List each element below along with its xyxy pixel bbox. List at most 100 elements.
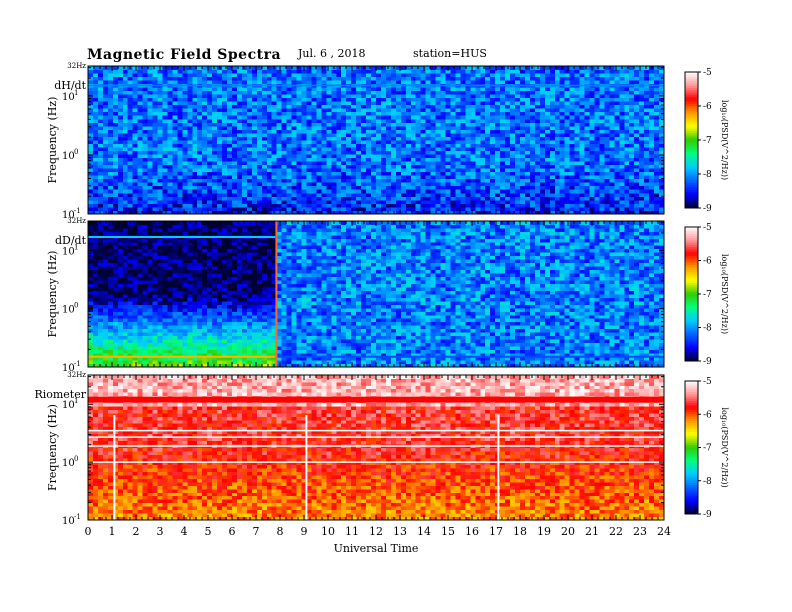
heatmap-cell <box>639 154 645 159</box>
heatmap-cell <box>649 136 655 141</box>
heatmap-cell <box>88 185 94 190</box>
heatmap-cell <box>182 196 188 201</box>
heatmap-cell <box>306 154 312 159</box>
heatmap-cell <box>117 108 124 113</box>
heatmap-cell <box>311 203 317 208</box>
heatmap-cell <box>520 94 526 99</box>
heatmap-cell <box>88 175 94 180</box>
heatmap-cell <box>644 87 650 92</box>
heatmap-cell <box>217 185 223 190</box>
heatmap-cell <box>400 108 407 113</box>
heatmap-cell <box>639 87 645 92</box>
heatmap-cell <box>559 129 566 134</box>
heatmap-cell <box>520 66 526 70</box>
heatmap-cell <box>97 185 104 190</box>
heatmap-cell <box>549 175 556 180</box>
heatmap-cell <box>177 136 183 141</box>
heatmap-cell <box>425 97 432 102</box>
heatmap-cell <box>256 97 263 102</box>
heatmap-cell <box>574 206 580 211</box>
heatmap-cell <box>644 94 650 99</box>
heatmap-cell <box>425 168 432 173</box>
heatmap-cell <box>524 178 531 183</box>
heatmap-cell <box>639 69 645 74</box>
heatmap-cell <box>366 104 372 109</box>
heatmap-cell <box>589 115 595 120</box>
heatmap-cell <box>167 87 173 92</box>
heatmap-cell <box>356 182 362 187</box>
heatmap-cell <box>450 150 456 155</box>
heatmap-cell <box>564 73 571 77</box>
heatmap-cell <box>564 140 571 144</box>
heatmap-cell <box>455 80 461 85</box>
heatmap-cell <box>559 175 566 180</box>
heatmap-cell <box>644 199 650 204</box>
heatmap-cell <box>554 80 561 85</box>
heatmap-cell <box>117 90 124 95</box>
heatmap-cell <box>639 147 645 151</box>
heatmap-cell <box>425 132 432 137</box>
heatmap-cell <box>539 203 546 208</box>
heatmap-cell <box>202 129 208 134</box>
heatmap-cell <box>217 132 223 137</box>
heatmap-cell <box>276 80 283 85</box>
heatmap-cell <box>162 108 168 113</box>
heatmap-cell <box>157 189 163 194</box>
heatmap-cell <box>390 87 397 92</box>
heatmap-cell <box>217 140 223 144</box>
heatmap-cell <box>629 111 635 116</box>
heatmap-cell <box>629 69 635 74</box>
heatmap-cell <box>341 90 347 95</box>
heatmap-cell <box>316 164 322 169</box>
heatmap-cell <box>212 203 218 208</box>
heatmap-cell <box>465 101 471 106</box>
heatmap-cell <box>589 192 595 197</box>
heatmap-cell <box>510 90 516 95</box>
heatmap-cell <box>192 164 198 169</box>
heatmap-cell <box>107 104 114 109</box>
heatmap-cell <box>470 118 476 123</box>
heatmap-cell <box>366 175 372 180</box>
heatmap-cell <box>371 175 377 180</box>
heatmap-cell <box>549 147 556 151</box>
heatmap-cell <box>346 73 352 77</box>
heatmap-cell <box>634 111 640 116</box>
heatmap-cell <box>341 97 347 102</box>
heatmap-cell <box>122 189 129 194</box>
heatmap-cell <box>336 161 342 166</box>
heatmap-cell <box>559 69 566 74</box>
heatmap-cell <box>256 154 263 159</box>
heatmap-cell <box>594 73 600 77</box>
heatmap-cell <box>256 143 263 148</box>
heatmap-cell <box>430 101 436 106</box>
heatmap-cell <box>311 143 317 148</box>
heatmap-cell <box>639 143 645 148</box>
heatmap-cell <box>241 80 248 85</box>
heatmap-cell <box>475 80 481 85</box>
heatmap-cell <box>192 136 198 141</box>
heatmap-cell <box>485 115 491 120</box>
heatmap-cell <box>157 161 163 166</box>
heatmap-cell <box>97 171 104 176</box>
heatmap-cell <box>659 154 665 159</box>
heatmap-cell <box>102 76 109 81</box>
heatmap-cell <box>366 182 372 187</box>
heatmap-cell <box>534 175 541 180</box>
heatmap-cell <box>227 136 233 141</box>
heatmap-cell <box>639 90 645 95</box>
heatmap-cell <box>544 161 551 166</box>
heatmap-cell <box>157 132 163 137</box>
heatmap-cell <box>475 115 481 120</box>
heatmap-cell <box>425 203 432 208</box>
heatmap-cell <box>212 104 218 109</box>
heatmap-cell <box>222 185 228 190</box>
heatmap-cell <box>112 115 119 120</box>
heatmap-cell <box>520 129 526 134</box>
heatmap-cell <box>505 150 511 155</box>
heatmap-cell <box>490 150 496 155</box>
heatmap-cell <box>405 66 412 70</box>
heatmap-cell <box>470 206 476 211</box>
heatmap-cell <box>321 76 327 81</box>
heatmap-cell <box>192 157 198 162</box>
heatmap-cell <box>619 73 625 77</box>
